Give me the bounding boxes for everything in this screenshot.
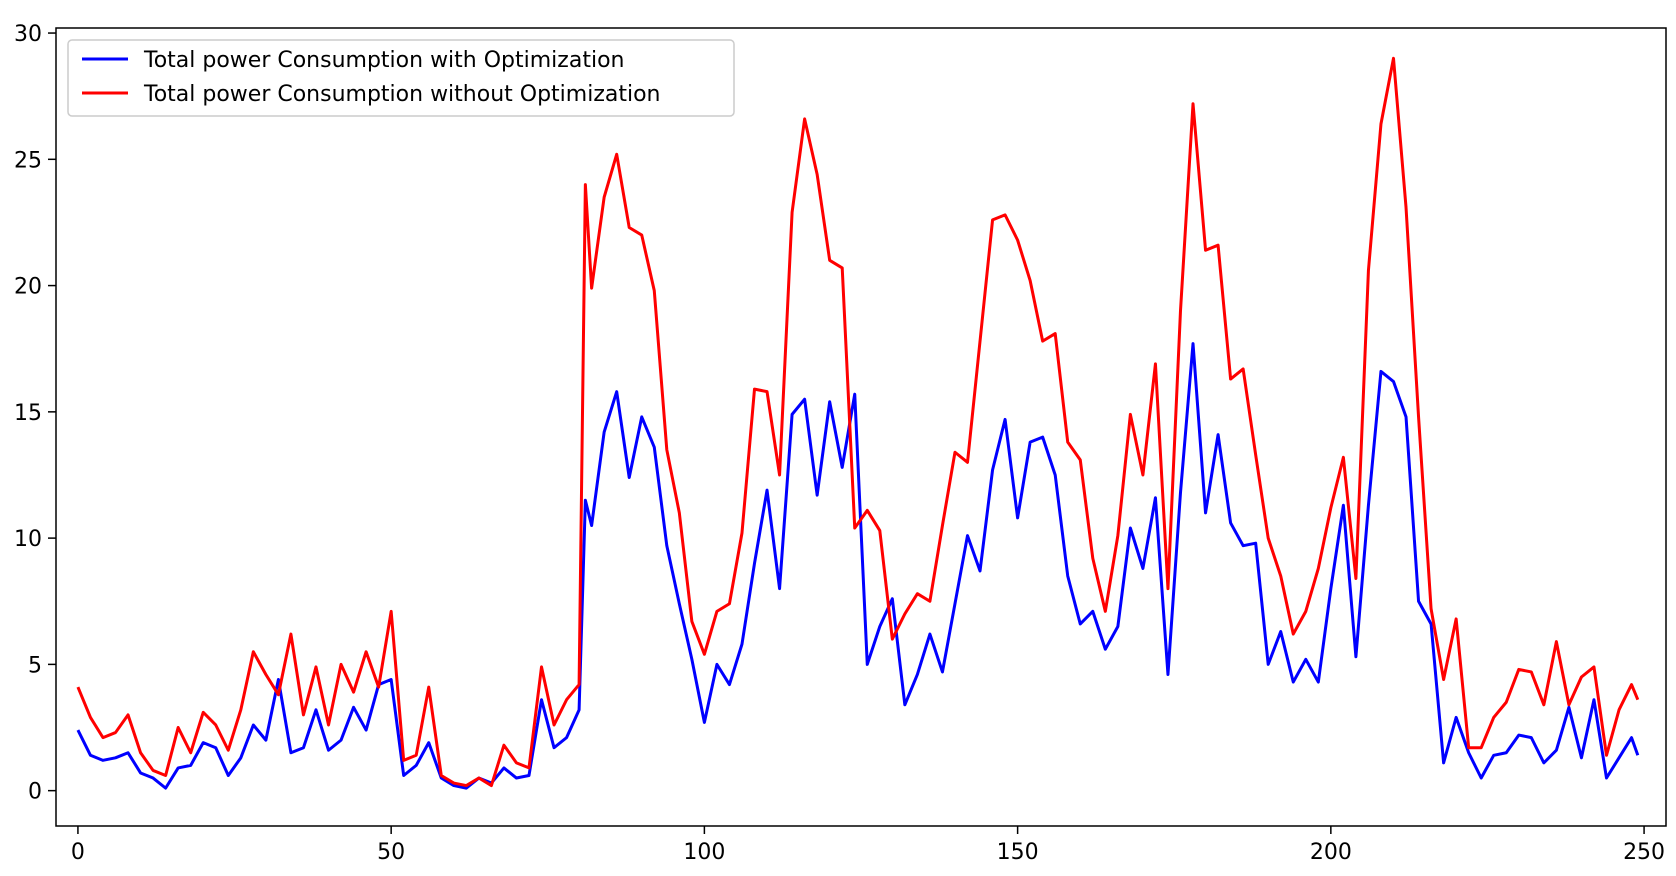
y-tick-label: 0 (28, 780, 42, 805)
x-tick-label: 250 (1623, 840, 1665, 865)
legend: Total power Consumption with Optimizatio… (67, 39, 735, 117)
y-tick-label: 15 (14, 401, 42, 426)
x-axis: 0 50 100 150 200 250 (71, 826, 1665, 865)
x-tick-label: 100 (683, 840, 725, 865)
series-lines (76, 56, 1640, 790)
y-tick-label: 10 (14, 527, 42, 552)
y-tick-label: 30 (14, 22, 42, 47)
y-tick-label: 20 (14, 275, 42, 300)
legend-label-series-1: Total power Consumption with Optimizatio… (143, 48, 624, 73)
y-tick-label: 5 (28, 653, 42, 678)
legend-box (67, 39, 735, 117)
series-line-2 (76, 56, 1640, 788)
y-axis: 0 5 10 15 20 25 30 (14, 22, 56, 805)
series-line-1 (76, 342, 1640, 790)
plot-frame (55, 27, 1667, 827)
x-tick-label: 50 (377, 840, 405, 865)
y-tick-label: 25 (14, 148, 42, 173)
x-tick-label: 0 (71, 840, 85, 865)
x-tick-label: 200 (1310, 840, 1352, 865)
legend-label-series-2: Total power Consumption without Optimiza… (143, 82, 661, 107)
x-tick-label: 150 (997, 840, 1039, 865)
